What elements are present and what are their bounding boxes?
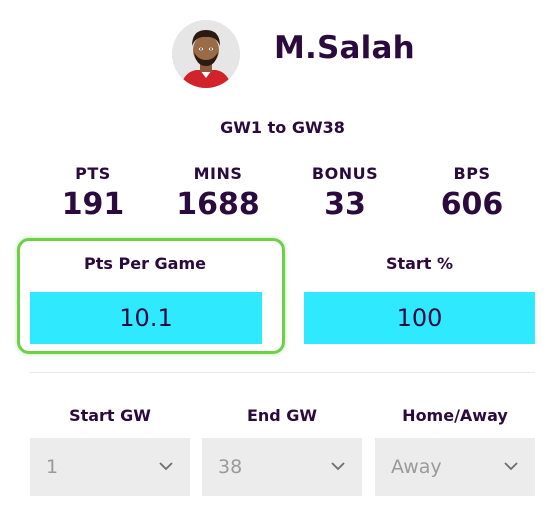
stat-mins: MINS 1688 (158, 164, 278, 222)
stat-label: BPS (453, 164, 491, 183)
start-pct-value: 100 (304, 292, 535, 344)
start-gw-label: Start GW (69, 406, 151, 425)
home-away-label: Home/Away (402, 406, 508, 425)
stat-label: MINS (193, 164, 243, 183)
home-away-select[interactable]: Away (375, 438, 535, 496)
stats-row: PTS 191 MINS 1688 BONUS 33 BPS 606 (0, 164, 551, 228)
stat-value: 33 (324, 187, 366, 222)
stat-pts: PTS 191 (33, 164, 153, 222)
chevron-down-icon (504, 462, 518, 471)
stat-bps: BPS 606 (412, 164, 532, 222)
pts-per-game-value: 10.1 (30, 292, 262, 344)
player-header: M.Salah (0, 0, 551, 110)
start-pct-label: Start % (385, 254, 454, 273)
section-divider (30, 372, 535, 373)
home-away-value: Away (391, 456, 442, 478)
end-gw-label: End GW (246, 406, 318, 425)
pts-per-game-label: Pts Per Game (84, 254, 206, 273)
stat-value: 191 (61, 187, 125, 222)
chevron-down-icon (331, 462, 345, 471)
stat-bonus: BONUS 33 (285, 164, 405, 222)
gameweek-range: GW1 to GW38 (220, 118, 345, 137)
chevron-down-icon (159, 462, 173, 471)
stat-value: 1688 (176, 187, 260, 222)
stat-label: PTS (75, 164, 111, 183)
start-gw-value: 1 (46, 456, 59, 478)
end-gw-value: 38 (218, 456, 243, 478)
end-gw-select[interactable]: 38 (202, 438, 362, 496)
start-gw-select[interactable]: 1 (30, 438, 190, 496)
pts-per-game-highlight (17, 238, 285, 354)
player-avatar-icon (172, 20, 240, 88)
player-name: M.Salah (274, 30, 415, 66)
stat-value: 606 (440, 187, 504, 222)
stat-label: BONUS (311, 164, 379, 183)
